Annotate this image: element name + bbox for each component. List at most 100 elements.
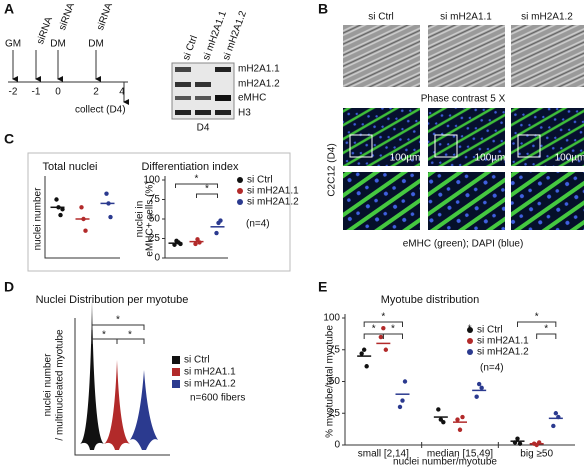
day-label: 0 xyxy=(55,87,61,98)
legend-marker xyxy=(467,349,473,355)
caption: eMHC (green); DAPI (blue) xyxy=(403,239,524,250)
y-label: nuclei number xyxy=(33,187,44,250)
legend-label: si mH2A1.2 xyxy=(247,197,299,208)
significance: * xyxy=(535,312,539,323)
data-point xyxy=(455,417,460,422)
data-point xyxy=(400,398,405,403)
day-label: -2 xyxy=(9,87,18,98)
data-point xyxy=(364,364,369,369)
band-label: mH2A1.2 xyxy=(238,79,280,90)
panel-label: B xyxy=(318,1,328,17)
scale-bar-label: 100µm xyxy=(555,153,586,164)
legend-label: si mH2A1.2 xyxy=(184,379,236,390)
note: (n=4) xyxy=(246,219,270,230)
y-tick-label: 50 xyxy=(329,376,341,387)
column-label: si Ctrl xyxy=(368,12,394,23)
significance-bracket xyxy=(175,183,218,188)
y-label: % myotube/total myotube xyxy=(325,325,336,438)
significance-bracket xyxy=(382,333,403,339)
significance-bracket xyxy=(196,193,218,198)
legend-label: si mH2A1.1 xyxy=(477,336,529,347)
lane-label: si Ctrl xyxy=(181,34,200,62)
legend-marker xyxy=(467,327,473,333)
y-label: / multinucleated myotube xyxy=(55,329,66,441)
band-label: eMHC xyxy=(238,93,266,104)
day-label: -1 xyxy=(32,87,41,98)
violin-plot: Nuclei Distribution per myotube nuclei n… xyxy=(36,294,245,456)
data-point xyxy=(383,347,389,352)
significance: * xyxy=(195,174,199,185)
event-label: siRNA xyxy=(95,1,115,32)
event-label: DM xyxy=(50,39,66,50)
chart-title: Total nuclei xyxy=(42,161,97,173)
data-point xyxy=(359,351,364,356)
panel-label: D xyxy=(4,279,14,295)
western-blot: si Ctrl si mH2A1.1 si mH2A1.2 mH2A1.1 mH… xyxy=(171,9,280,134)
data-point xyxy=(436,407,441,412)
significance: * xyxy=(372,324,376,335)
x-tick-label: median [15,49] xyxy=(427,449,493,460)
data-point xyxy=(457,427,463,432)
significance-bracket xyxy=(363,321,403,327)
data-point xyxy=(378,334,384,340)
data-point xyxy=(553,411,559,416)
significance: * xyxy=(381,312,385,323)
data-point xyxy=(60,207,65,212)
y-tick-label: 25 xyxy=(149,233,161,244)
legend-label: si Ctrl xyxy=(247,175,273,186)
data-point xyxy=(361,347,367,352)
data-point xyxy=(474,394,479,399)
data-point xyxy=(195,237,200,242)
significance: * xyxy=(128,330,132,341)
legend-marker xyxy=(237,177,243,183)
significance: * xyxy=(205,184,209,195)
day-label: D4 xyxy=(197,123,210,134)
legend-label: si Ctrl xyxy=(477,325,503,336)
significance-bracket xyxy=(536,333,557,339)
data-point xyxy=(197,240,202,245)
data-point xyxy=(214,230,219,236)
event-label: DM xyxy=(88,39,104,50)
data-point xyxy=(460,414,465,420)
y-tick-label: 75 xyxy=(149,194,161,205)
data-point xyxy=(551,423,556,429)
caption: Phase contrast 5 X xyxy=(421,94,506,105)
data-point xyxy=(218,218,223,223)
panel-label: A xyxy=(4,1,14,17)
micrographs: si Ctrl si mH2A1.1 si mH2A1.2 Phase cont… xyxy=(327,12,586,250)
y-tick-label: 50 xyxy=(149,214,161,225)
column-label: si mH2A1.2 xyxy=(521,12,573,23)
data-point xyxy=(517,441,523,446)
data-point xyxy=(83,228,88,233)
y-tick-label: 0 xyxy=(334,440,340,451)
timeline: GM siRNA siRNA DM siRNA DM -2 -1 0 2 4 c… xyxy=(5,1,129,116)
legend-marker xyxy=(237,199,243,205)
data-point xyxy=(79,205,84,210)
legend-swatch xyxy=(172,356,180,364)
data-point xyxy=(193,241,198,247)
data-point xyxy=(58,212,63,218)
data-point xyxy=(397,404,403,410)
legend-marker xyxy=(237,188,243,194)
legend-swatch xyxy=(172,368,180,376)
legend-label: si mH2A1.1 xyxy=(184,367,236,378)
chart-title: Myotube distribution xyxy=(381,294,479,306)
data-point xyxy=(441,419,446,425)
day-label: 4 xyxy=(119,87,125,98)
significance: * xyxy=(102,330,106,341)
data-point xyxy=(108,214,113,220)
data-point xyxy=(178,241,183,247)
legend-swatch xyxy=(172,380,180,388)
legend-label: si mH2A1.2 xyxy=(477,347,529,358)
x-label: nuclei number/myotube xyxy=(393,457,497,468)
y-label: eMHC+ cells (%) xyxy=(145,181,156,256)
data-point xyxy=(515,436,520,441)
significance: * xyxy=(544,324,548,335)
significance-bracket xyxy=(517,321,557,327)
data-point xyxy=(104,191,109,196)
side-label: C2C12 (D4) xyxy=(327,143,338,196)
axis xyxy=(44,176,120,259)
legend-marker xyxy=(467,338,473,344)
legend-label: si Ctrl xyxy=(184,355,210,366)
legend-label: si mH2A1.1 xyxy=(247,186,299,197)
